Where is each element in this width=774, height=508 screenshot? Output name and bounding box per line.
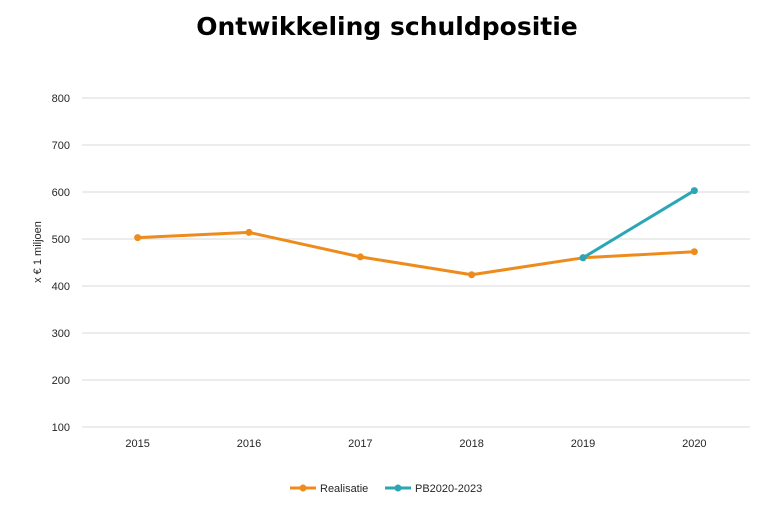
- y-tick-label: 300: [52, 328, 70, 340]
- y-tick-label: 800: [52, 93, 70, 105]
- gridlines: [82, 97, 750, 428]
- legend-marker: [299, 484, 307, 492]
- legend-label: Realisatie: [320, 483, 368, 495]
- chart-title: Ontwikkeling schuldpositie: [196, 12, 578, 41]
- y-tick-label: 400: [52, 281, 70, 293]
- x-tick-label: 2015: [125, 438, 149, 450]
- y-tick-label: 700: [52, 140, 70, 152]
- series-line-1: [582, 189, 696, 260]
- legend-label: PB2020-2023: [415, 483, 482, 495]
- data-point: [579, 254, 587, 262]
- data-point: [356, 253, 364, 261]
- x-tick-label: 2019: [571, 438, 595, 450]
- legend: Realisatie PB2020-2023: [290, 483, 482, 495]
- series-line-0: [137, 230, 695, 277]
- data-point: [690, 187, 698, 195]
- y-tick-label: 500: [52, 234, 70, 246]
- series-lines: [134, 187, 698, 279]
- data-point: [690, 248, 698, 256]
- legend-marker: [394, 484, 402, 492]
- data-point: [134, 234, 142, 242]
- x-tick-labels: 2015 2016 2017 2018 2019 2020: [125, 438, 706, 450]
- data-point: [245, 228, 253, 236]
- x-tick-label: 2016: [237, 438, 261, 450]
- y-tick-label: 100: [52, 422, 70, 434]
- x-tick-label: 2020: [682, 438, 706, 450]
- data-point: [468, 271, 476, 279]
- y-tick-label: 600: [52, 187, 70, 199]
- y-tick-labels: 100 200 300 400 500 600 700 800: [52, 93, 70, 434]
- x-tick-label: 2018: [459, 438, 483, 450]
- y-tick-label: 200: [52, 375, 70, 387]
- x-tick-label: 2017: [348, 438, 372, 450]
- y-axis-label: x € 1 miljoen: [32, 221, 44, 283]
